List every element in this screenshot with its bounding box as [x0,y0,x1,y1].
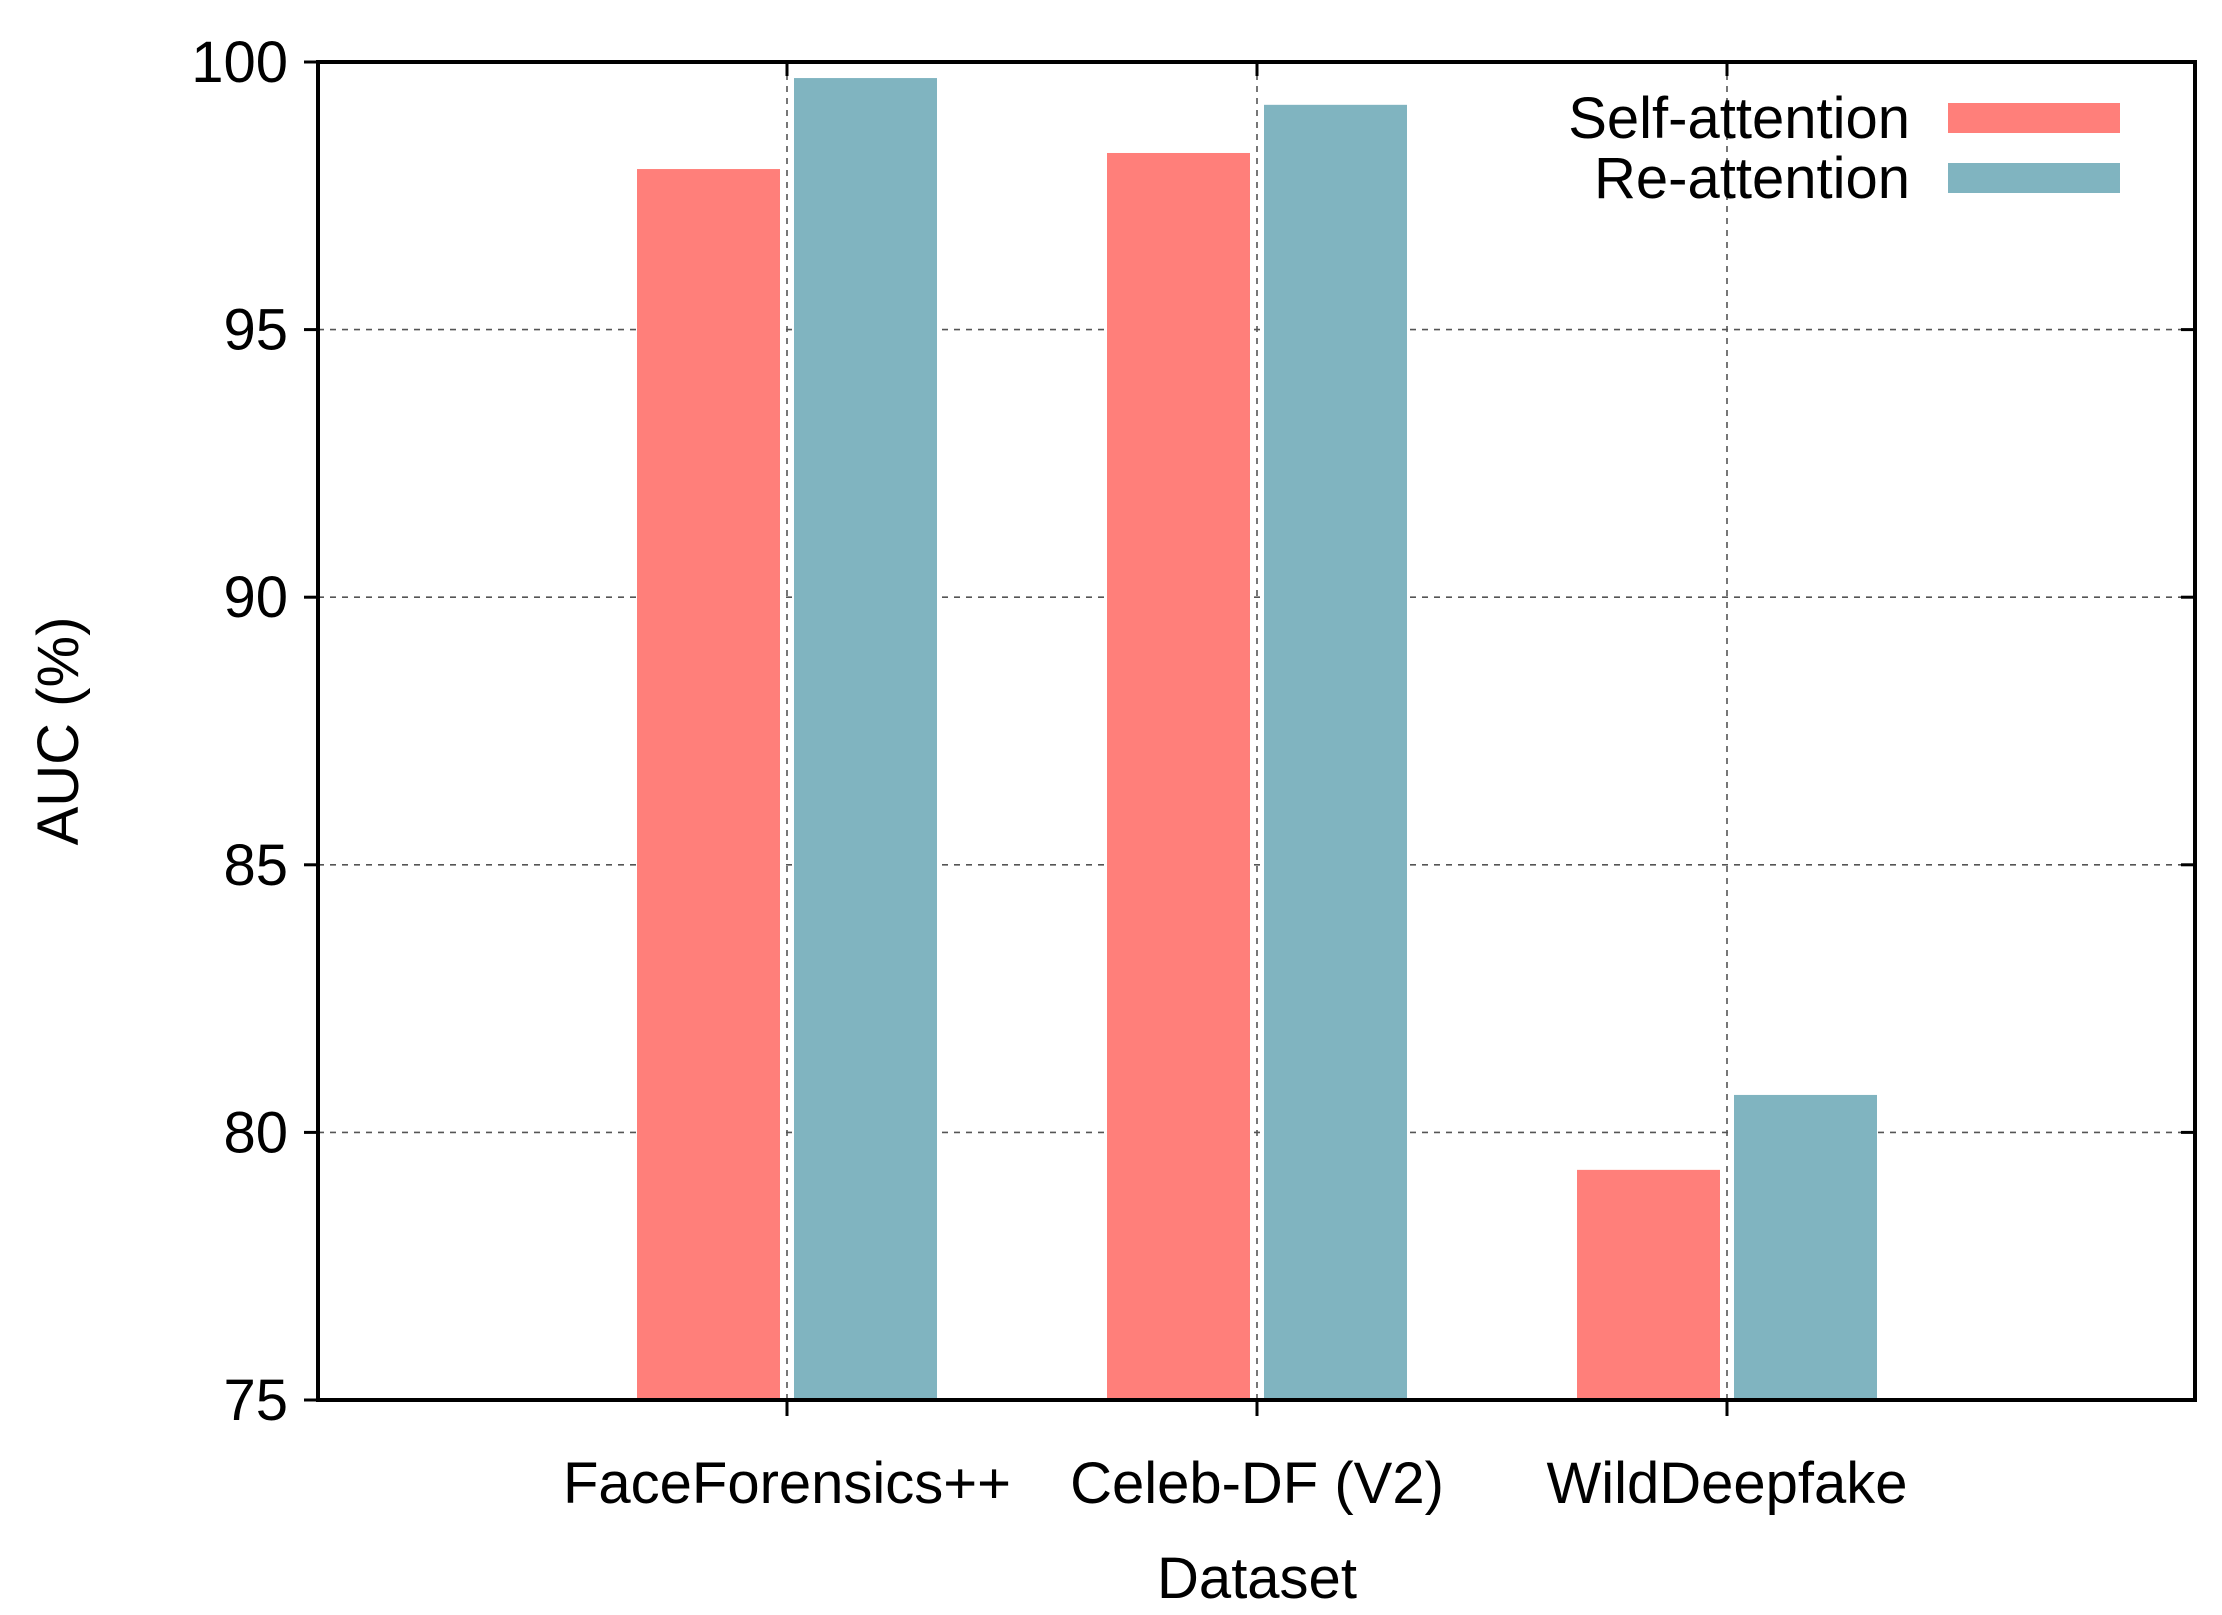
bars-layer [637,78,1877,1400]
x-tick-label: WildDeepfake [1546,1451,1907,1516]
bar-re-attention-3 [1734,1094,1877,1400]
x-tick-label: FaceForensics++ [563,1451,1011,1516]
ticks-layer: 75 80 85 90 95 100 FaceForensics++ Celeb-DF (V2… [191,30,2195,1516]
legend-label: Re-attention [1594,146,1910,211]
y-tick-label: 75 [223,1368,288,1433]
y-axis-label: AUC (%) [26,617,91,846]
bar-self-attention-3 [1577,1169,1720,1400]
bar-self-attention-1 [637,169,780,1400]
y-tick-label: 100 [191,30,288,95]
bar-re-attention-2 [1264,104,1407,1400]
y-tick-label: 90 [223,565,288,630]
y-tick-label: 80 [223,1100,288,1165]
legend-swatch [1948,103,2120,133]
grid-layer [318,62,2195,1400]
plot-frame [316,60,2197,1402]
bar-re-attention-1 [794,78,937,1400]
x-axis-label: Dataset [1157,1546,1357,1611]
bar-self-attention-2 [1107,152,1250,1400]
y-tick-label: 95 [223,298,288,363]
legend-label: Self-attention [1568,86,1910,151]
legend-swatch [1948,163,2120,193]
x-tick-label: Celeb-DF (V2) [1070,1451,1444,1516]
y-tick-label: 85 [223,833,288,898]
